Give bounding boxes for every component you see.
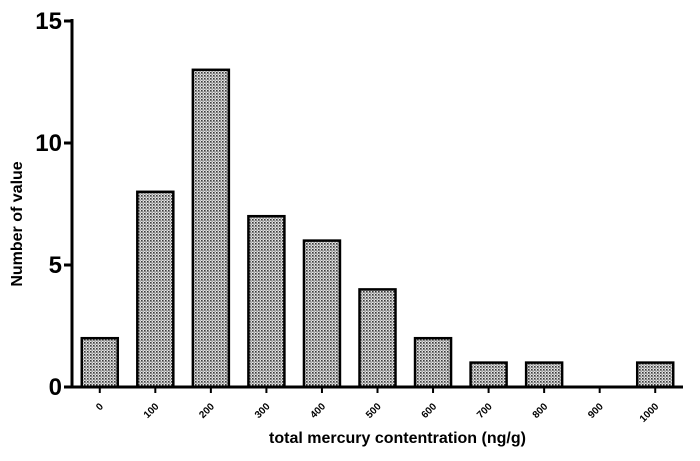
bar-1000 [635, 361, 675, 389]
x-tick-label: 600 [420, 401, 440, 421]
bar-600 [413, 336, 453, 389]
y-tick-label: 15 [35, 8, 62, 35]
x-axis-title: total mercury contentration (ng/g) [269, 430, 526, 447]
x-tick-label: 800 [531, 401, 551, 421]
bar-100 [136, 190, 175, 389]
x-tick-label: 900 [586, 401, 606, 421]
bar-300 [247, 214, 286, 389]
y-tick-label: 5 [49, 252, 62, 279]
x-tick-label: 700 [475, 401, 495, 421]
x-tick-label: 400 [308, 401, 328, 421]
bar-700 [469, 361, 508, 389]
x-tick-label: 1000 [638, 401, 662, 425]
bars-layer [80, 68, 675, 389]
y-axis-title: Number of value [9, 161, 26, 286]
y-tick-label: 0 [49, 374, 62, 401]
bar-400 [302, 239, 342, 389]
x-tick-label: 200 [197, 401, 217, 421]
bar-500 [358, 288, 397, 389]
labels-layer: total mercury contentration (ng/g) Numbe… [9, 161, 526, 447]
x-tick-label: 500 [364, 401, 384, 421]
bar-200 [191, 68, 231, 389]
bar-800 [524, 361, 564, 389]
x-tick-label: 100 [142, 401, 162, 421]
bar-0 [80, 336, 120, 389]
x-tick-label: 300 [253, 401, 273, 421]
y-tick-label: 10 [35, 130, 62, 157]
x-tick-label: 0 [94, 401, 106, 413]
